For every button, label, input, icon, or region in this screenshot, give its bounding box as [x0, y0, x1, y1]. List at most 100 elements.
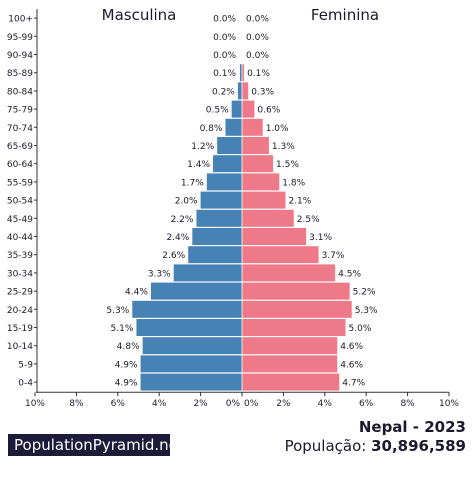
- data-label-female: 0.6%: [257, 106, 280, 116]
- bar-male: [237, 82, 242, 100]
- data-label-female: 3.7%: [322, 251, 345, 261]
- data-label-male: 4.9%: [115, 360, 138, 370]
- bar-female: [242, 191, 286, 209]
- data-label-female: 4.5%: [338, 269, 361, 279]
- age-tick-label: 20-24: [7, 306, 33, 316]
- data-label-male: 0.8%: [200, 124, 223, 134]
- bar-male: [196, 209, 242, 227]
- x-tick-label: 0%: [226, 399, 241, 409]
- bar-female: [242, 64, 245, 82]
- country-year: Nepal - 2023: [358, 418, 466, 436]
- age-tick-label: 55-59: [7, 178, 33, 188]
- bar-female: [242, 282, 350, 300]
- bar-male: [173, 264, 242, 282]
- bar-female: [242, 82, 249, 100]
- x-tick-label: 8%: [69, 399, 84, 409]
- data-label-female: 5.2%: [353, 288, 376, 298]
- x-tick-label: 2%: [276, 399, 291, 409]
- bar-female: [242, 319, 346, 336]
- data-label-female: 0.0%: [246, 33, 269, 43]
- brand-logo[interactable]: PopulationPyramid.net: [8, 434, 184, 456]
- data-label-male: 1.7%: [181, 178, 204, 188]
- data-label-male: 0.1%: [213, 69, 236, 79]
- bar-male: [239, 64, 242, 82]
- bar-female: [242, 118, 263, 136]
- data-label-male: 4.8%: [117, 342, 140, 352]
- x-tick-label: 0%: [244, 399, 259, 409]
- data-label-male: 1.2%: [191, 142, 214, 152]
- data-label-male: 0.0%: [213, 33, 236, 43]
- series-label-male: Masculina: [102, 6, 177, 24]
- bar-male: [188, 246, 242, 264]
- data-label-female: 4.7%: [342, 379, 365, 389]
- x-tick-label: 6%: [111, 399, 126, 409]
- age-tick-label: 5-9: [18, 360, 33, 370]
- bar-male: [206, 173, 242, 191]
- data-label-male: 0.2%: [212, 87, 235, 97]
- age-tick-label: 40-44: [7, 233, 33, 243]
- data-label-male: 5.1%: [111, 324, 134, 334]
- bar-male: [140, 355, 242, 373]
- bar-male: [225, 118, 242, 136]
- bar-female: [242, 228, 307, 245]
- bar-female: [242, 300, 352, 318]
- data-label-female: 0.1%: [247, 69, 270, 79]
- bar-female: [242, 137, 269, 154]
- age-tick-label: 30-34: [7, 269, 33, 279]
- age-tick-label: 60-64: [7, 160, 33, 170]
- age-tick-label: 90-94: [7, 51, 33, 61]
- data-label-male: 0.5%: [206, 106, 229, 116]
- bar-female: [242, 209, 294, 227]
- data-label-female: 4.6%: [340, 360, 363, 370]
- age-tick-label: 70-74: [7, 124, 33, 134]
- data-label-female: 0.0%: [246, 15, 269, 25]
- population-total: População: 30,896,589: [285, 437, 466, 455]
- data-label-female: 0.0%: [246, 51, 269, 61]
- bar-male: [231, 100, 242, 118]
- bars-group: [132, 9, 352, 393]
- bar-female: [242, 373, 340, 391]
- x-tick-label: 4%: [318, 399, 333, 409]
- bar-male: [132, 300, 242, 318]
- age-tick-label: 80-84: [7, 87, 33, 97]
- bar-female: [242, 155, 274, 173]
- data-label-male: 2.0%: [175, 197, 198, 207]
- data-label-male: 2.4%: [166, 233, 189, 243]
- data-label-male: 5.3%: [106, 306, 129, 316]
- data-label-female: 2.1%: [288, 197, 311, 207]
- bar-male: [142, 337, 242, 355]
- x-tick-label: 10%: [439, 399, 459, 409]
- age-tick-label: 75-79: [7, 106, 33, 116]
- x-tick-label: 8%: [400, 399, 415, 409]
- data-label-female: 0.3%: [251, 87, 274, 97]
- population-label: População:: [284, 437, 367, 455]
- bar-female: [242, 337, 338, 355]
- bar-female: [242, 355, 338, 373]
- data-label-male: 1.4%: [187, 160, 210, 170]
- x-tick-label: 6%: [359, 399, 374, 409]
- data-label-male: 3.3%: [148, 269, 171, 279]
- data-label-male: 0.0%: [213, 15, 236, 25]
- age-tick-label: 45-49: [7, 215, 33, 225]
- age-tick-label: 50-54: [7, 197, 33, 207]
- population-value: 30,896,589: [371, 437, 466, 455]
- age-tick-label: 65-69: [7, 142, 33, 152]
- bar-male: [136, 319, 242, 336]
- bar-male: [140, 373, 242, 391]
- age-tick-label: 85-89: [7, 69, 33, 79]
- axes-group: 100+ 0.0% 0.0% 95-99 0.0% 0.0% 90-94 0.0% 0.0% 85…: [7, 9, 459, 409]
- x-tick-label: 10%: [25, 399, 45, 409]
- data-label-female: 1.0%: [266, 124, 289, 134]
- bar-male: [200, 191, 242, 209]
- age-tick-label: 0-4: [18, 379, 33, 389]
- data-label-male: 2.6%: [162, 251, 185, 261]
- x-tick-label: 4%: [152, 399, 167, 409]
- data-label-female: 5.0%: [349, 324, 372, 334]
- bar-male: [213, 155, 242, 173]
- bar-male: [217, 137, 242, 154]
- data-label-female: 5.3%: [355, 306, 378, 316]
- x-tick-label: 2%: [193, 399, 208, 409]
- bar-female: [242, 173, 280, 191]
- age-tick-label: 35-39: [7, 251, 33, 261]
